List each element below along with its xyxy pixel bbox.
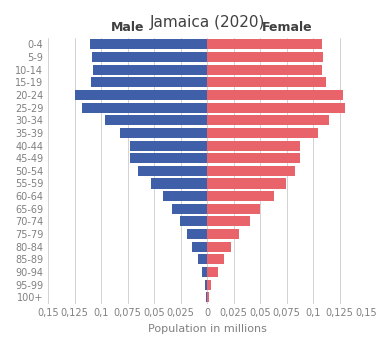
Text: Female: Female: [261, 21, 312, 34]
Text: Male: Male: [111, 21, 145, 34]
Bar: [130, 141, 207, 151]
Bar: [207, 242, 230, 252]
Bar: [130, 153, 207, 163]
Bar: [207, 115, 329, 125]
Bar: [198, 254, 207, 265]
Bar: [207, 216, 250, 227]
Bar: [202, 267, 207, 277]
Bar: [172, 204, 207, 214]
Bar: [207, 292, 209, 302]
Bar: [82, 103, 207, 113]
Bar: [207, 204, 260, 214]
Bar: [75, 90, 207, 100]
Bar: [207, 267, 218, 277]
Bar: [120, 128, 207, 138]
Bar: [163, 191, 207, 201]
Bar: [207, 39, 322, 50]
Bar: [93, 65, 207, 75]
Bar: [192, 242, 207, 252]
Bar: [207, 153, 301, 163]
Bar: [207, 90, 343, 100]
Bar: [207, 166, 295, 176]
Bar: [151, 178, 207, 188]
Bar: [207, 65, 322, 75]
Bar: [207, 191, 274, 201]
Bar: [180, 216, 207, 227]
Bar: [207, 103, 345, 113]
Bar: [207, 141, 301, 151]
Bar: [138, 166, 207, 176]
Bar: [187, 229, 207, 239]
Bar: [105, 115, 207, 125]
Bar: [91, 77, 207, 87]
Bar: [207, 128, 318, 138]
Bar: [207, 52, 323, 62]
Bar: [206, 292, 207, 302]
Bar: [207, 77, 326, 87]
Bar: [207, 280, 211, 290]
Bar: [205, 280, 207, 290]
Title: Jamaica (2020): Jamaica (2020): [149, 15, 265, 30]
Bar: [207, 254, 224, 265]
X-axis label: Population in millions: Population in millions: [148, 324, 267, 334]
Bar: [89, 39, 207, 50]
Bar: [92, 52, 207, 62]
Bar: [207, 178, 286, 188]
Bar: [207, 229, 239, 239]
